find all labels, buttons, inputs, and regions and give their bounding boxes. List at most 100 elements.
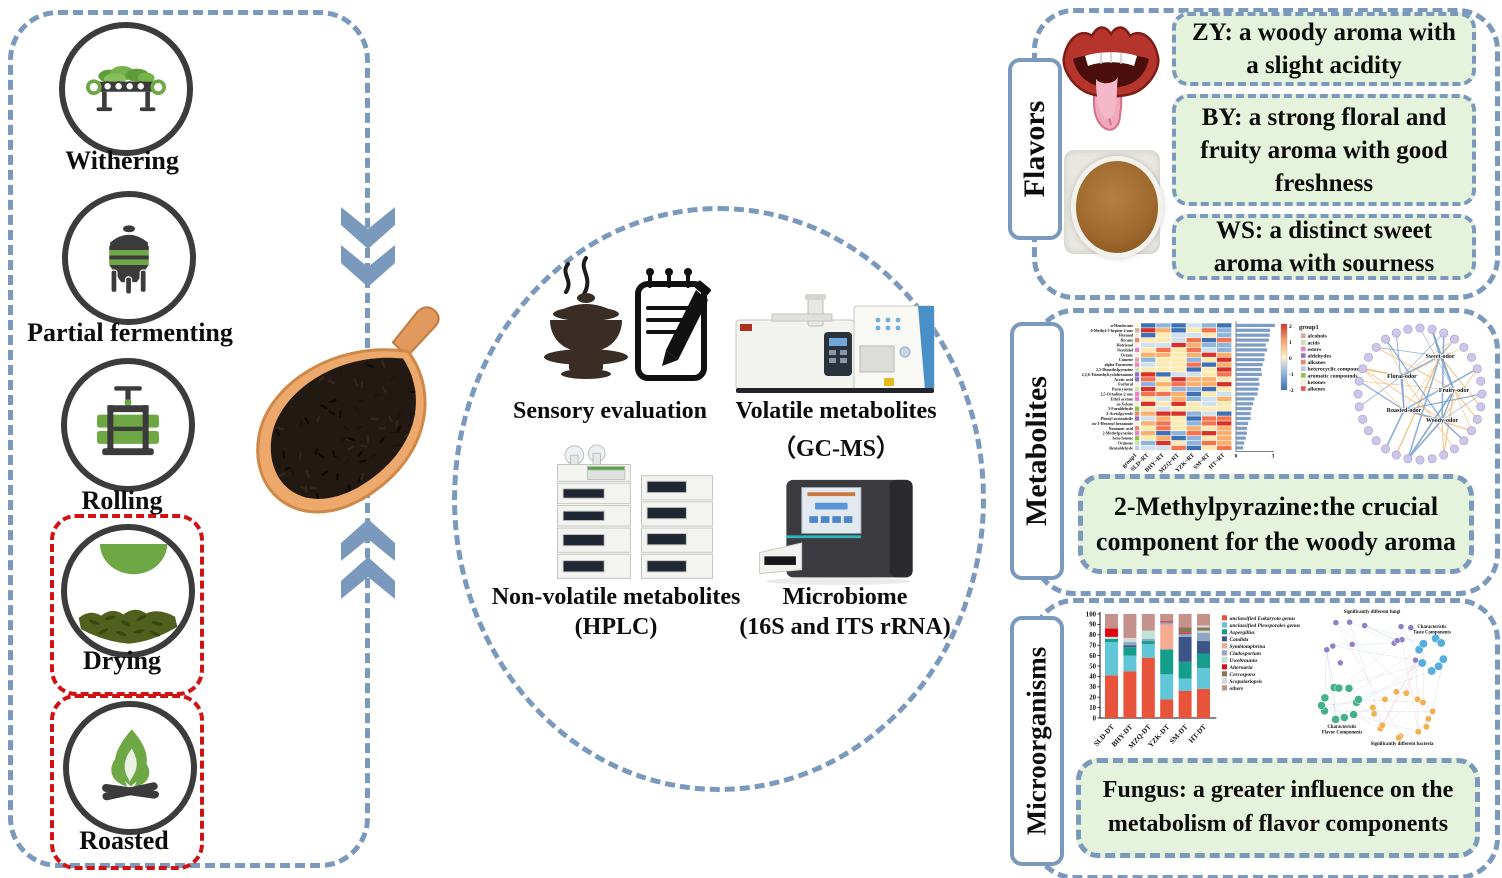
step-label-withering: Withering xyxy=(65,146,179,175)
svg-text:40: 40 xyxy=(1089,674,1096,681)
flavor-note-ws: WS: a distinct sweet aroma with sourness xyxy=(1172,214,1476,280)
withering-icon xyxy=(85,66,167,112)
svg-text:Hotrienol: Hotrienol xyxy=(1117,343,1134,348)
step-label-fermenting: Partial fermenting xyxy=(27,318,233,347)
svg-text:Hexanal: Hexanal xyxy=(1119,333,1134,338)
svg-text:aldehydes: aldehydes xyxy=(1308,354,1332,360)
svg-text:3,5-Octadien-2-one: 3,5-Octadien-2-one xyxy=(1100,392,1133,397)
fungal-community-stacked-bar-chart: 0102030405060708090100SLD-DTBHY-DTMZQ-DT… xyxy=(1086,611,1301,750)
svg-text:alkenes: alkenes xyxy=(1308,387,1327,393)
svg-text:2-Acetylpyrrole: 2-Acetylpyrrole xyxy=(1106,411,1133,416)
flavors-section-label: Flavors xyxy=(1008,58,1062,240)
drying-icon xyxy=(78,543,178,644)
svg-text:heterocyclic compounds: heterocyclic compounds xyxy=(1308,367,1366,373)
svg-text:20: 20 xyxy=(1089,695,1096,702)
svg-text:90: 90 xyxy=(1089,622,1096,629)
flavor-note-zy: ZY: a woody aroma with a slight acidity xyxy=(1172,12,1476,86)
rolling-machine-icon xyxy=(97,386,159,456)
svg-text:Paracymene: Paracymene xyxy=(1112,387,1133,392)
svg-text:Characteristic: Characteristic xyxy=(1417,625,1447,630)
svg-text:acids: acids xyxy=(1308,340,1321,346)
svg-text:80: 80 xyxy=(1089,632,1096,639)
svg-text:30: 30 xyxy=(1089,684,1096,691)
fermenting-tank-icon xyxy=(109,225,149,295)
svg-text:0: 0 xyxy=(1093,715,1097,722)
svg-text:100: 100 xyxy=(1086,611,1097,618)
svg-text:Flavor Components: Flavor Components xyxy=(1322,730,1363,735)
svg-text:Taste Components: Taste Components xyxy=(1413,630,1451,635)
svg-text:Furfural: Furfural xyxy=(1118,382,1134,387)
microbe-flavor-network-chart: Significantly different fungi Characteris… xyxy=(1317,610,1451,747)
microorganisms-title: Microorganisms xyxy=(1021,646,1052,836)
svg-text:Significantly different fungi: Significantly different fungi xyxy=(1344,610,1401,615)
svg-text:others: others xyxy=(1230,686,1244,692)
svg-text:Acetic acid: Acetic acid xyxy=(1114,377,1134,382)
svg-text:m-Xylene: m-Xylene xyxy=(1117,401,1134,406)
svg-text:Ethyl acetate: Ethyl acetate xyxy=(1111,396,1134,401)
step-label-rolling: Rolling xyxy=(81,486,163,515)
roasted-step xyxy=(63,701,197,835)
svg-text:Significantly different bacter: Significantly different bacteria xyxy=(1371,742,1434,747)
svg-text:aromatic compounds: aromatic compounds xyxy=(1308,373,1359,379)
metabolites-section-label: Metabolites xyxy=(1010,322,1064,580)
svg-text:HT-DT: HT-DT xyxy=(1187,723,1208,745)
svg-text:3-Furaldehyde: 3-Furaldehyde xyxy=(1108,406,1133,411)
svg-text:ketones: ketones xyxy=(1308,380,1327,386)
svg-text:Characteristic: Characteristic xyxy=(1327,725,1357,730)
svg-text:Cercospora: Cercospora xyxy=(1230,672,1256,678)
sensory-evaluation-icon xyxy=(544,256,711,381)
method-label-microbiome: Microbiome xyxy=(782,584,908,610)
svg-text:alpha-Farnesene: alpha-Farnesene xyxy=(1105,362,1134,367)
withering-step xyxy=(59,22,193,156)
svg-text:beta-Ionone: beta-Ionone xyxy=(1113,436,1134,441)
method-sublabel-hplc: (HPLC) xyxy=(574,614,658,640)
svg-text:alcohols: alcohols xyxy=(1308,334,1328,340)
volatile-heatmap-chart: n-Hendecane6-Methyl-5-hepten-2-oneHexana… xyxy=(1082,321,1366,475)
svg-text:Aspergillus: Aspergillus xyxy=(1229,630,1255,636)
svg-text:1: 1 xyxy=(1289,340,1292,346)
svg-text:Cladosporium: Cladosporium xyxy=(1230,651,1261,657)
svg-text:esters: esters xyxy=(1308,347,1322,353)
svg-text:Roasted-odor: Roasted-odor xyxy=(1387,408,1422,414)
svg-text:60: 60 xyxy=(1089,653,1096,660)
method-label-nonvolatile: Non-volatile metabolites xyxy=(491,584,741,610)
svg-text:Woody-odor: Woody-odor xyxy=(1426,418,1458,424)
svg-text:Nerolidol: Nerolidol xyxy=(1117,347,1134,352)
svg-text:50: 50 xyxy=(1089,663,1096,670)
mouth-tongue-icon xyxy=(1062,26,1160,131)
metabolites-title: Metabolites xyxy=(1020,376,1053,526)
svg-text:n-Hendecane: n-Hendecane xyxy=(1111,323,1134,328)
methods-circle xyxy=(452,206,986,792)
svg-text:cis-3-Hexenyl hexanoate: cis-3-Hexenyl hexanoate xyxy=(1092,421,1134,426)
step-label-roasted: Roasted xyxy=(79,826,169,855)
microorganisms-section-label: Microorganisms xyxy=(1010,616,1064,866)
roasted-fire-icon xyxy=(102,729,160,801)
svg-text:Scopulariopsis: Scopulariopsis xyxy=(1230,679,1263,685)
tea-liquor-circle xyxy=(1070,156,1164,258)
tea-leaves-scoop-image xyxy=(256,306,440,514)
svg-text:Cumene: Cumene xyxy=(1119,357,1133,362)
svg-text:Phenyl acetonitrile: Phenyl acetonitrile xyxy=(1101,416,1133,421)
svg-text:Candida: Candida xyxy=(1230,637,1249,643)
odor-network-chart: Floral-odor Sweet-odor Fruity-odor Roasted-… xyxy=(1353,323,1487,465)
flavor-note-by: BY: a strong floral and fruity aroma wit… xyxy=(1172,94,1476,206)
microorganisms-conclusion: Fungus: a greater influence on the metab… xyxy=(1076,758,1480,858)
svg-text:unclassified Pleosporales genu: unclassified Pleosporales genus xyxy=(1230,623,1301,629)
svg-text:group1: group1 xyxy=(1299,324,1319,331)
tea-liquor-photo xyxy=(1064,150,1164,258)
svg-text:3: 3 xyxy=(1272,453,1275,459)
drying-step xyxy=(61,524,195,658)
svg-text:10: 10 xyxy=(1089,705,1096,712)
svg-text:alkanes: alkanes xyxy=(1308,360,1327,366)
svg-text:0: 0 xyxy=(1289,356,1292,362)
metabolites-conclusion: 2-Methylpyrazine:the crucial component f… xyxy=(1078,474,1474,574)
svg-text:70: 70 xyxy=(1089,643,1096,650)
svg-text:2: 2 xyxy=(1289,324,1292,330)
svg-text:Decane: Decane xyxy=(1121,338,1134,343)
svg-text:Benzaldehyde: Benzaldehyde xyxy=(1109,445,1133,450)
sequencer-image xyxy=(759,479,913,586)
svg-text:6-Methyl-5-hepten-2-one: 6-Methyl-5-hepten-2-one xyxy=(1091,328,1134,333)
flow-down-arrow-icon xyxy=(341,207,395,287)
svg-text:Octane: Octane xyxy=(1121,352,1133,357)
method-sublabel-16s: (16S and ITS rRNA) xyxy=(739,614,951,640)
